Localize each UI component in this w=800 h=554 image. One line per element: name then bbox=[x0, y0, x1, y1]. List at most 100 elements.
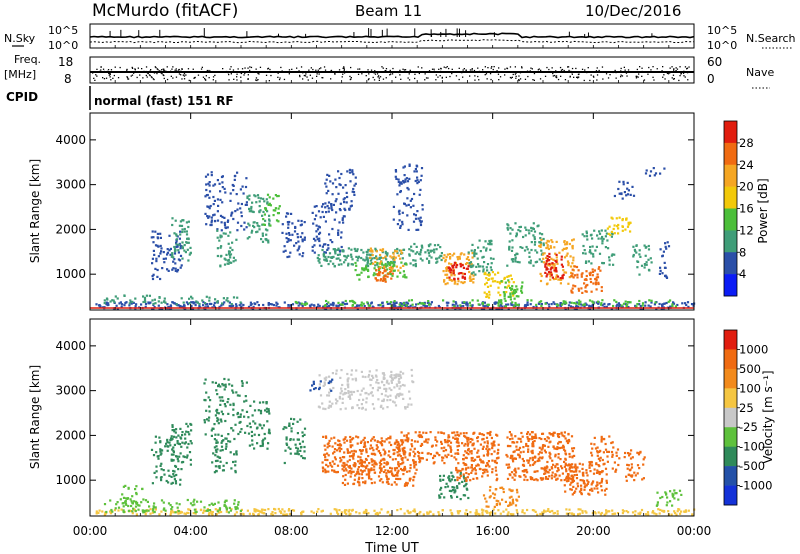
range-cell bbox=[322, 215, 325, 218]
range-cell bbox=[142, 300, 145, 304]
range-cell bbox=[485, 436, 489, 439]
range-cell bbox=[554, 453, 557, 456]
range-cell bbox=[531, 442, 534, 445]
range-cell bbox=[585, 303, 588, 306]
nave-dot bbox=[342, 67, 344, 69]
range-cell bbox=[582, 252, 585, 255]
range-cell bbox=[353, 247, 356, 250]
range-cell bbox=[446, 439, 449, 442]
nave-dot bbox=[214, 74, 216, 76]
range-cell bbox=[147, 509, 150, 512]
range-cell bbox=[296, 233, 299, 236]
range-cell bbox=[277, 507, 280, 511]
range-cell bbox=[232, 403, 235, 407]
range-cell bbox=[573, 274, 577, 277]
range-cell bbox=[571, 272, 574, 275]
range-cell bbox=[312, 382, 315, 385]
range-cell bbox=[530, 226, 533, 229]
range-cell bbox=[652, 167, 655, 170]
range-cell bbox=[336, 400, 339, 403]
range-cell bbox=[685, 303, 688, 307]
nave-dot bbox=[165, 70, 167, 72]
range-cell bbox=[462, 432, 465, 435]
nave-dot bbox=[497, 73, 500, 75]
range-cell bbox=[421, 259, 424, 262]
range-cell bbox=[218, 239, 221, 242]
range-cell bbox=[418, 461, 421, 464]
range-cell bbox=[346, 482, 349, 485]
range-cell bbox=[396, 509, 399, 512]
range-cell bbox=[357, 304, 360, 307]
range-cell bbox=[220, 441, 223, 444]
range-cell bbox=[361, 470, 364, 473]
range-cell bbox=[213, 502, 216, 505]
range-cell bbox=[585, 235, 589, 238]
range-cell bbox=[355, 255, 358, 258]
range-cell bbox=[183, 230, 186, 233]
range-cell bbox=[657, 508, 660, 511]
range-cell bbox=[468, 262, 471, 265]
range-cell bbox=[525, 303, 528, 307]
range-cell bbox=[228, 506, 231, 509]
range-cell bbox=[341, 383, 344, 387]
range-cell bbox=[672, 302, 676, 305]
range-cell bbox=[494, 280, 497, 283]
range-cell bbox=[400, 440, 403, 443]
nave-dot bbox=[673, 78, 675, 80]
range-cell bbox=[267, 239, 270, 242]
range-cell bbox=[600, 511, 603, 515]
range-cell bbox=[453, 486, 456, 489]
range-cell bbox=[330, 204, 333, 208]
range-cell bbox=[229, 253, 233, 256]
range-cell bbox=[210, 302, 213, 306]
range-cell bbox=[390, 277, 393, 280]
nave-dot bbox=[308, 69, 310, 71]
range-cell bbox=[394, 169, 397, 172]
range-cell bbox=[169, 439, 172, 442]
range-cell bbox=[406, 482, 409, 485]
range-cell bbox=[570, 274, 573, 277]
range-cell bbox=[272, 209, 275, 212]
range-cell bbox=[467, 449, 470, 452]
range-cell bbox=[355, 435, 358, 438]
range-cell bbox=[152, 506, 155, 509]
range-cell bbox=[335, 372, 338, 375]
range-cell bbox=[456, 452, 459, 455]
range-cell bbox=[184, 437, 187, 440]
range-cell bbox=[187, 220, 190, 223]
nave-dot bbox=[643, 79, 646, 81]
range-cell bbox=[145, 509, 148, 512]
range-cell bbox=[397, 461, 400, 464]
range-cell bbox=[198, 304, 201, 307]
range-cell bbox=[283, 301, 286, 304]
nave-dot bbox=[359, 68, 361, 70]
range-cell bbox=[391, 272, 394, 275]
freq-unit: [MHz] bbox=[4, 68, 36, 81]
range-cell bbox=[478, 239, 481, 242]
range-cell bbox=[361, 459, 364, 462]
range-cell bbox=[535, 260, 539, 263]
range-cell bbox=[403, 451, 406, 454]
nave-dot bbox=[315, 69, 317, 71]
range-cell bbox=[225, 226, 228, 230]
range-cell bbox=[402, 264, 405, 267]
range-cell bbox=[322, 470, 325, 473]
range-cell bbox=[338, 176, 341, 180]
range-cell bbox=[404, 407, 407, 410]
range-cell bbox=[132, 301, 135, 304]
nave-dot bbox=[255, 79, 257, 81]
range-cell bbox=[511, 260, 514, 263]
range-cell bbox=[483, 468, 486, 471]
range-cell bbox=[506, 227, 509, 230]
range-cell bbox=[618, 180, 621, 183]
range-cell bbox=[388, 387, 391, 390]
range-cell bbox=[508, 488, 511, 491]
range-cell bbox=[503, 297, 506, 300]
range-cell bbox=[577, 508, 580, 511]
nave-dot bbox=[504, 68, 506, 70]
range-cell bbox=[234, 508, 237, 511]
range-cell bbox=[413, 242, 416, 246]
range-cell bbox=[528, 255, 531, 258]
range-cell bbox=[464, 442, 467, 446]
